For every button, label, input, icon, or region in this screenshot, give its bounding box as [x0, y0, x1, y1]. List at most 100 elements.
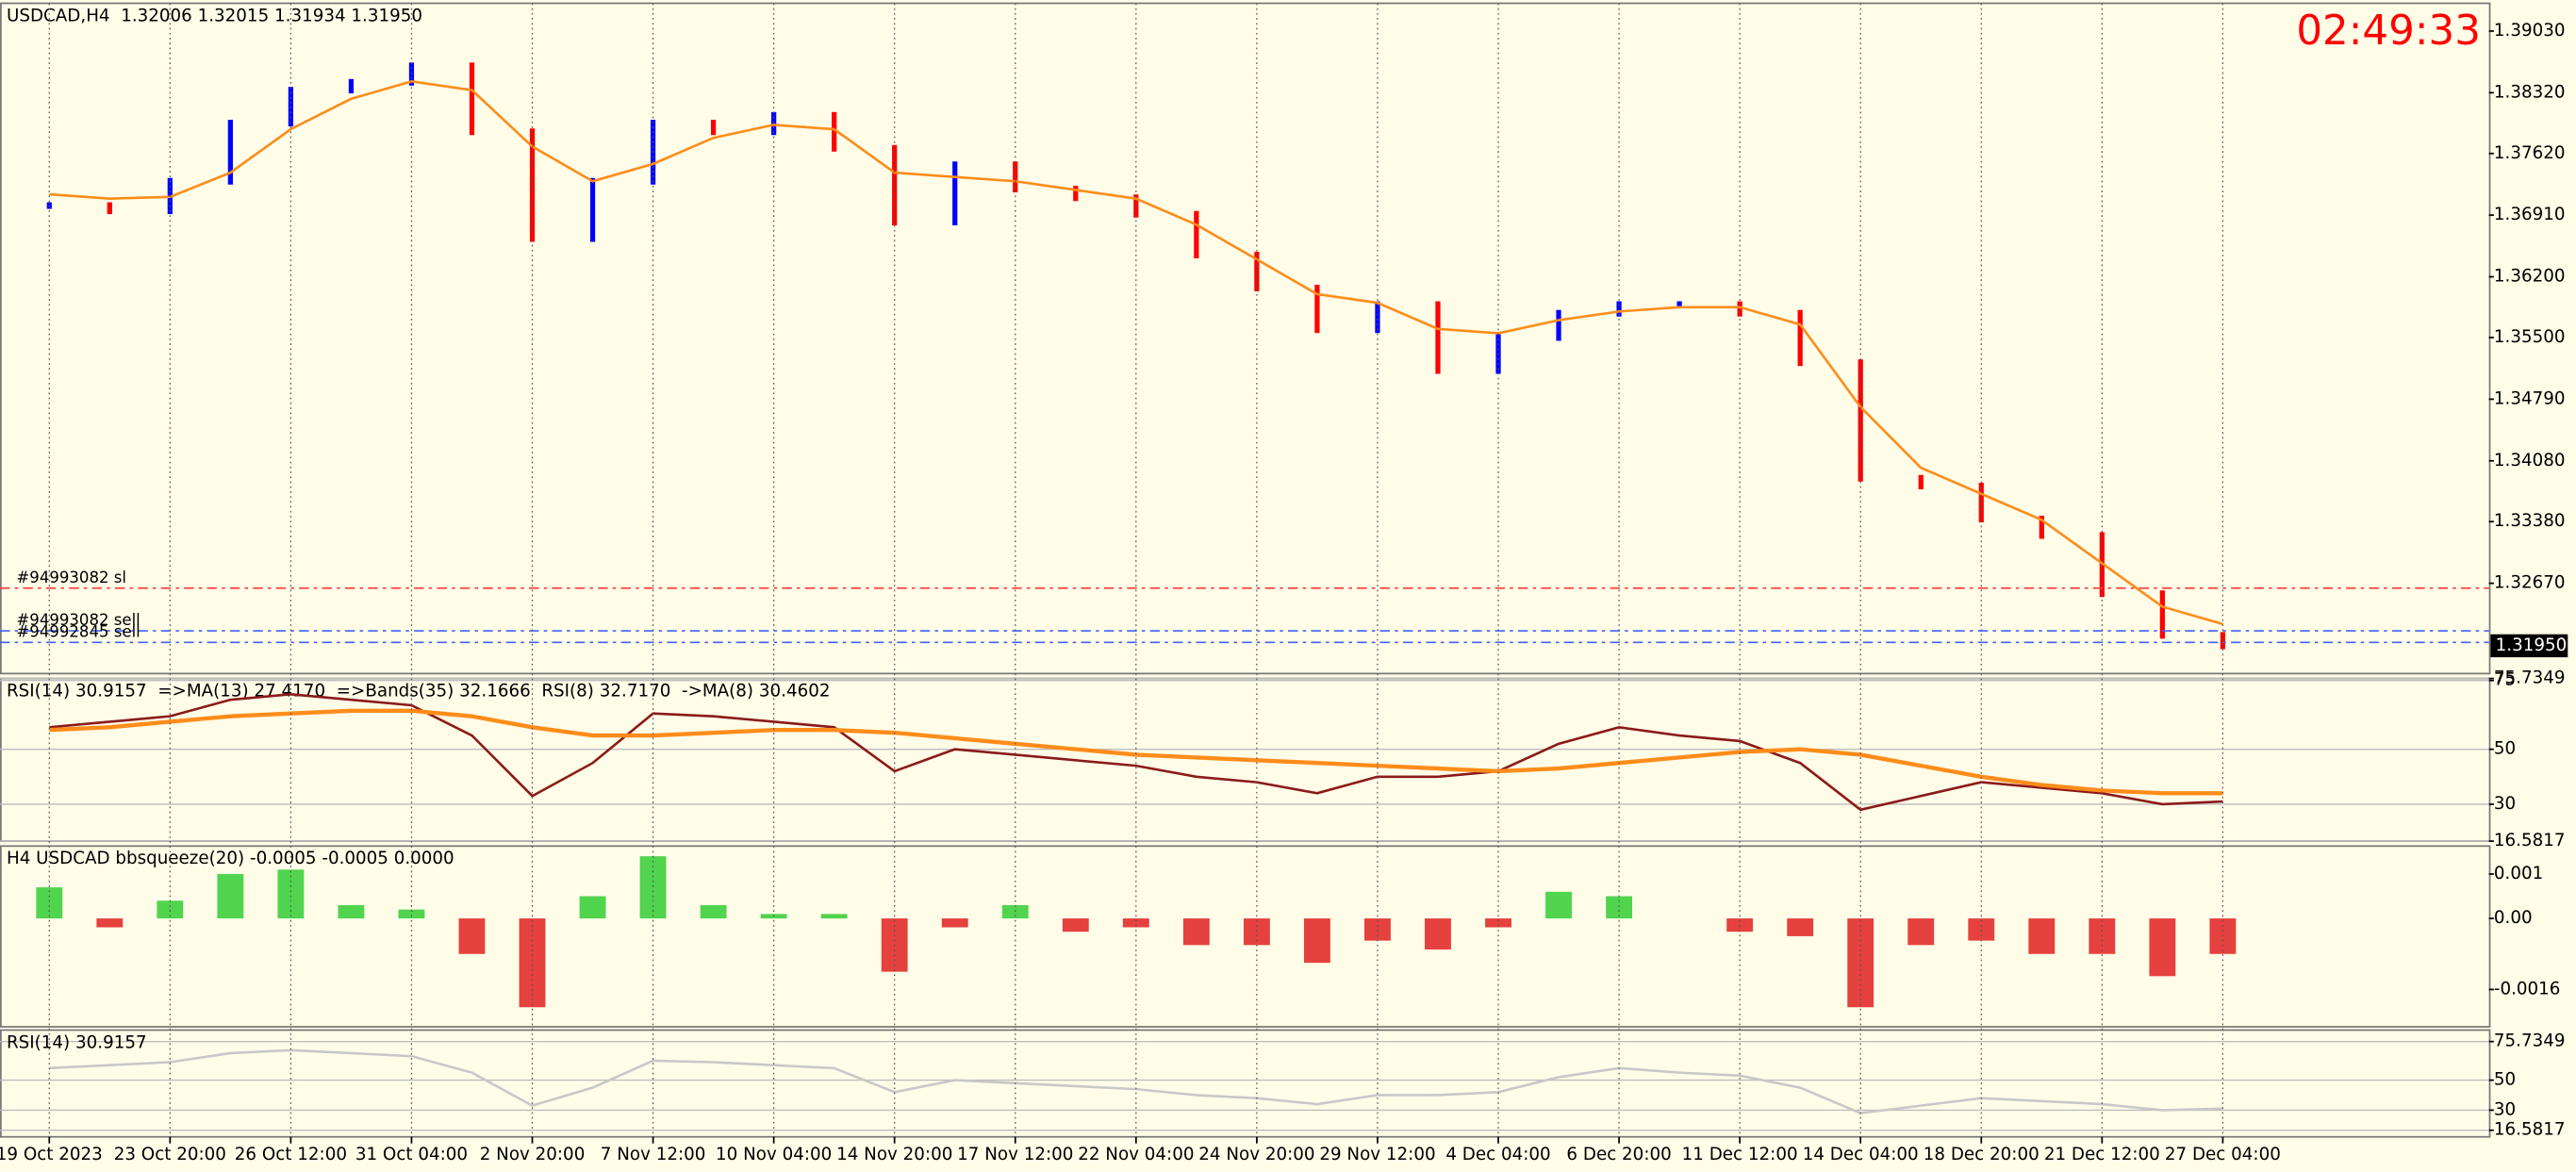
- histogram-bar: [1907, 918, 1935, 946]
- y-tick-label: -0.0016: [2494, 979, 2561, 999]
- y-tick-label: 75: [2494, 670, 2516, 690]
- x-tick-label: 24 Nov 20:00: [1198, 1145, 1314, 1164]
- series-line: [49, 708, 2223, 796]
- histogram-bar: [1847, 918, 1874, 1008]
- x-tick-label: 11 Dec 12:00: [1682, 1145, 1798, 1164]
- price-bar: [589, 177, 596, 242]
- histogram-bar: [458, 918, 486, 954]
- y-tick-label: 16.5817: [2494, 1120, 2566, 1140]
- price-bar: [348, 78, 355, 94]
- x-tick-label: 14 Nov 20:00: [836, 1145, 952, 1164]
- x-tick-label: 21 Dec 12:00: [2044, 1145, 2160, 1164]
- price-bar: [1254, 252, 1260, 292]
- price-bar: [711, 120, 717, 136]
- y-tick-label: 1.32670: [2494, 573, 2566, 593]
- y-tick-label: 30: [2494, 794, 2516, 814]
- histogram-bar: [157, 900, 184, 919]
- price-label: 1.31950: [2496, 636, 2568, 655]
- x-tick-label: 17 Nov 12:00: [957, 1145, 1073, 1164]
- y-tick-label: 50: [2494, 1070, 2516, 1090]
- clock: 02:49:33: [2296, 8, 2481, 55]
- price-bar: [1314, 285, 1320, 334]
- histogram-bar: [1485, 918, 1511, 928]
- panel-frame: [0, 1029, 2491, 1138]
- histogram-bar: [941, 918, 968, 928]
- y-tick-label: 1.35500: [2494, 327, 2566, 347]
- histogram-bar: [1545, 891, 1572, 919]
- price-bar: [832, 111, 837, 152]
- price-bar: [227, 120, 233, 185]
- x-tick-label: 14 Dec 04:00: [1803, 1145, 1919, 1164]
- x-tick-label: 26 Oct 12:00: [235, 1145, 347, 1164]
- panel-frame: [0, 845, 2491, 1028]
- y-tick-label: 1.34790: [2494, 388, 2566, 408]
- x-tick-label: 18 Dec 20:00: [1924, 1145, 2039, 1164]
- histogram-bar: [2149, 918, 2176, 977]
- x-tick-label: 22 Nov 04:00: [1078, 1145, 1194, 1164]
- x-tick-label: 4 Dec 04:00: [1445, 1145, 1550, 1164]
- price-bar: [1858, 359, 1863, 482]
- x-tick-label: 31 Oct 04:00: [355, 1145, 468, 1164]
- y-tick-label: 0.001: [2494, 864, 2543, 883]
- y-tick-label: 1.33380: [2494, 511, 2566, 531]
- y-tick-label: 1.36200: [2494, 267, 2566, 287]
- panel-title: USDCAD,H4 1.32006 1.32015 1.31934 1.3195…: [7, 6, 422, 25]
- y-tick-label: 1.38320: [2494, 82, 2566, 102]
- histogram-bar: [579, 896, 606, 919]
- x-tick-label: 19 Oct 2023: [0, 1145, 103, 1164]
- histogram-bar: [700, 904, 727, 919]
- price-bar: [1194, 210, 1199, 259]
- price-bar: [408, 62, 415, 86]
- y-tick-label: 50: [2494, 739, 2516, 759]
- price-bar: [771, 111, 777, 136]
- histogram-bar: [519, 918, 546, 1008]
- histogram-bar: [1425, 918, 1451, 950]
- x-tick-label: 6 Dec 20:00: [1566, 1145, 1671, 1164]
- order-label: #94993082 sl: [16, 569, 126, 586]
- price-bar: [952, 161, 958, 226]
- x-tick-label: 23 Oct 20:00: [114, 1145, 226, 1164]
- y-tick-label: 0.00: [2494, 908, 2533, 928]
- price-bar: [1435, 301, 1441, 374]
- y-tick-label: 1.39030: [2494, 21, 2566, 41]
- histogram-bar: [398, 909, 425, 919]
- price-bar: [1073, 186, 1079, 202]
- price-box: [2490, 634, 2568, 658]
- histogram-bar: [1062, 918, 1089, 933]
- histogram-bar: [1182, 918, 1210, 946]
- price-bar: [288, 87, 294, 127]
- panel-title: RSI(14) 30.9157: [7, 1032, 147, 1052]
- histogram-bar: [1606, 896, 1633, 919]
- price-bar: [892, 144, 898, 226]
- price-bar: [1676, 301, 1682, 308]
- x-tick-label: 10 Nov 04:00: [716, 1145, 832, 1164]
- series-line: [49, 80, 2223, 626]
- histogram-bar: [1303, 918, 1330, 964]
- histogram-bar: [639, 856, 667, 919]
- price-bar: [2039, 515, 2044, 539]
- order-label: #94993082 sell: [16, 611, 140, 629]
- histogram-bar: [36, 887, 63, 919]
- histogram-bar: [1787, 918, 1814, 936]
- histogram-bar: [820, 914, 848, 919]
- x-tick-label: 27 Dec 04:00: [2165, 1145, 2281, 1164]
- y-tick-label: 75.7349: [2494, 669, 2566, 688]
- histogram-bar: [96, 918, 124, 928]
- histogram-bar: [338, 904, 365, 919]
- price-bar: [107, 202, 112, 215]
- price-bar: [529, 128, 536, 242]
- price-bar: [1918, 474, 1924, 489]
- series-line: [49, 693, 2223, 812]
- y-tick-label: 1.37620: [2494, 143, 2566, 163]
- histogram-bar: [2028, 918, 2056, 954]
- panel-frame: [0, 2, 2491, 675]
- histogram-bar: [1122, 918, 1149, 928]
- price-bar: [1556, 309, 1561, 341]
- x-tick-label: 29 Nov 12:00: [1319, 1145, 1435, 1164]
- price-bar: [2159, 590, 2165, 639]
- histogram-bar: [1364, 918, 1391, 941]
- histogram-bar: [1968, 918, 1995, 941]
